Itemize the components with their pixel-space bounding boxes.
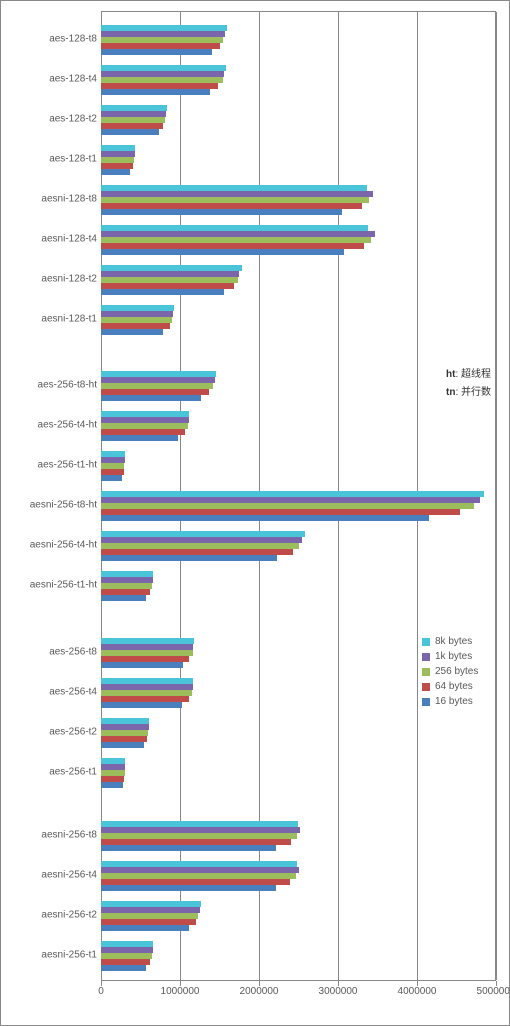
bar (101, 845, 276, 851)
gridline (496, 12, 497, 980)
legend-label: 8k bytes (435, 636, 472, 647)
bar (101, 595, 146, 601)
legend: 8k bytes 1k bytes 256 bytes 64 bytes 16 byte… (414, 626, 499, 717)
y-axis-label: aesni-128-t2 (2, 274, 97, 285)
legend-swatch (422, 638, 430, 646)
bar (101, 395, 201, 401)
bar (101, 475, 122, 481)
bar (101, 249, 344, 255)
y-axis-label: aesni-256-t4-ht (2, 540, 97, 551)
bar (101, 742, 144, 748)
bar (101, 89, 210, 95)
bar (101, 965, 146, 971)
y-axis-label: aes-256-t4-ht (2, 420, 97, 431)
y-axis-label: aesni-256-t8-ht (2, 500, 97, 511)
bar (101, 209, 342, 215)
bar (101, 555, 277, 561)
bar (101, 782, 123, 788)
legend-label: 1k bytes (435, 651, 472, 662)
y-axis-label: aes-256-t4 (2, 687, 97, 698)
legend-label: 64 bytes (435, 681, 473, 692)
x-axis-label: 0 (98, 986, 104, 997)
bar (101, 329, 163, 335)
legend-item: 16 bytes (422, 696, 491, 707)
legend-swatch (422, 698, 430, 706)
y-axis-label: aes-256-t1 (2, 767, 97, 778)
bar (101, 515, 429, 521)
legend-label: 256 bytes (435, 666, 478, 677)
y-axis-label: aes-256-t8-ht (2, 380, 97, 391)
bar-chart: 0 1000000 2000000 3000000 4000000 5000000 aes-… (1, 11, 510, 1021)
y-axis-label: aes-128-t1 (2, 154, 97, 165)
y-axis-label: aesni-128-t1 (2, 314, 97, 325)
bar (101, 435, 178, 441)
bar (101, 662, 183, 668)
y-axis-label: aesni-128-t4 (2, 234, 97, 245)
note-tn-label: : 并行数 (455, 387, 491, 398)
bar (101, 885, 276, 891)
y-axis-label: aes-128-t4 (2, 74, 97, 85)
y-axis-label: aes-128-t2 (2, 114, 97, 125)
x-axis-label: 3000000 (319, 986, 358, 997)
y-axis-label: aesni-256-t8 (2, 830, 97, 841)
legend-swatch (422, 653, 430, 661)
bar (101, 49, 212, 55)
legend-item: 64 bytes (422, 681, 491, 692)
x-axis-label: 1000000 (161, 986, 200, 997)
plot-area (101, 11, 496, 981)
legend-swatch (422, 683, 430, 691)
x-axis-label: 5000000 (477, 986, 510, 997)
y-axis-label: aes-128-t8 (2, 34, 97, 45)
x-axis-label: 2000000 (240, 986, 279, 997)
y-axis-label: aesni-128-t8 (2, 194, 97, 205)
legend-item: 1k bytes (422, 651, 491, 662)
y-axis-label: aes-256-t2 (2, 727, 97, 738)
y-axis-label: aes-256-t1-ht (2, 460, 97, 471)
chart-notes: ht: 超线程 tn: 并行数 (446, 366, 491, 402)
y-axis-label: aesni-256-t1-ht (2, 580, 97, 591)
y-axis-label: aes-256-t8 (2, 647, 97, 658)
note-ht-label: : 超线程 (455, 369, 491, 380)
x-axis-label: 4000000 (398, 986, 437, 997)
y-axis-label: aesni-256-t1 (2, 950, 97, 961)
legend-item: 8k bytes (422, 636, 491, 647)
bar (101, 289, 224, 295)
legend-label: 16 bytes (435, 696, 473, 707)
bar (101, 925, 189, 931)
bar (101, 129, 159, 135)
legend-swatch (422, 668, 430, 676)
y-axis-label: aesni-256-t4 (2, 870, 97, 881)
bar (101, 702, 182, 708)
bar (101, 169, 130, 175)
legend-item: 256 bytes (422, 666, 491, 677)
y-axis-label: aesni-256-t2 (2, 910, 97, 921)
